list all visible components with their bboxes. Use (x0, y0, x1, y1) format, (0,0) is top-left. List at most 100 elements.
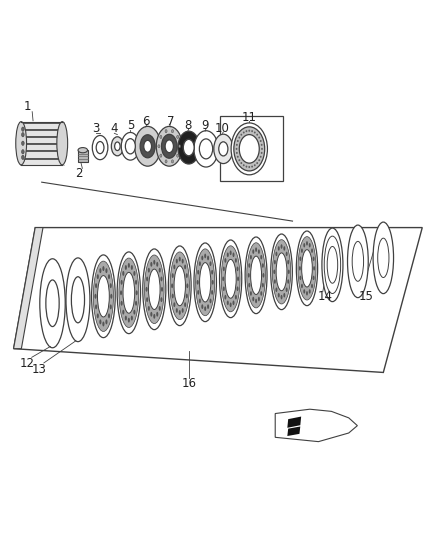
Ellipse shape (219, 142, 228, 156)
Ellipse shape (274, 279, 276, 284)
Polygon shape (287, 417, 301, 428)
Ellipse shape (95, 304, 97, 309)
Ellipse shape (146, 277, 148, 281)
Ellipse shape (160, 135, 162, 139)
Ellipse shape (108, 313, 110, 318)
Ellipse shape (227, 253, 229, 257)
Ellipse shape (287, 279, 289, 284)
Ellipse shape (194, 243, 216, 321)
Ellipse shape (197, 270, 199, 274)
Ellipse shape (297, 231, 318, 305)
Ellipse shape (145, 287, 148, 292)
Ellipse shape (21, 155, 24, 159)
Ellipse shape (288, 270, 290, 274)
Ellipse shape (214, 134, 233, 164)
Ellipse shape (186, 273, 188, 278)
Ellipse shape (95, 283, 97, 288)
Ellipse shape (96, 142, 104, 154)
Ellipse shape (237, 286, 239, 291)
Ellipse shape (98, 276, 110, 317)
Ellipse shape (246, 130, 247, 132)
Ellipse shape (168, 246, 191, 326)
Ellipse shape (306, 291, 308, 296)
Ellipse shape (231, 123, 268, 175)
Ellipse shape (313, 256, 314, 261)
Ellipse shape (243, 164, 245, 166)
Ellipse shape (256, 134, 258, 136)
Ellipse shape (145, 255, 164, 324)
Ellipse shape (283, 246, 285, 251)
Ellipse shape (283, 293, 285, 297)
Text: 10: 10 (215, 122, 230, 135)
Ellipse shape (201, 256, 203, 260)
Ellipse shape (160, 277, 162, 281)
Ellipse shape (247, 243, 265, 308)
Ellipse shape (144, 140, 152, 152)
Ellipse shape (174, 266, 185, 306)
Ellipse shape (148, 306, 150, 311)
Ellipse shape (245, 237, 267, 313)
Ellipse shape (302, 249, 312, 287)
Ellipse shape (236, 152, 238, 154)
Ellipse shape (236, 148, 237, 150)
Ellipse shape (117, 252, 141, 334)
Ellipse shape (254, 132, 256, 134)
Ellipse shape (262, 283, 264, 287)
Ellipse shape (66, 258, 90, 342)
Ellipse shape (219, 240, 242, 318)
Ellipse shape (352, 241, 364, 281)
Ellipse shape (21, 150, 24, 154)
Ellipse shape (172, 273, 174, 278)
Ellipse shape (176, 308, 178, 313)
Text: 8: 8 (184, 119, 191, 133)
Ellipse shape (57, 122, 67, 165)
Ellipse shape (237, 266, 239, 271)
Ellipse shape (276, 253, 287, 290)
Ellipse shape (278, 293, 280, 297)
Ellipse shape (223, 266, 225, 271)
Text: 14: 14 (318, 290, 332, 303)
Bar (78, 150, 88, 162)
Ellipse shape (260, 140, 261, 142)
Ellipse shape (301, 284, 303, 288)
Ellipse shape (173, 264, 175, 269)
Ellipse shape (201, 304, 203, 309)
Ellipse shape (171, 130, 173, 133)
Ellipse shape (255, 247, 257, 252)
Ellipse shape (309, 289, 311, 294)
Ellipse shape (46, 280, 59, 327)
Ellipse shape (40, 259, 65, 348)
Ellipse shape (260, 156, 261, 158)
Ellipse shape (281, 295, 283, 300)
Text: 7: 7 (167, 115, 174, 128)
Ellipse shape (128, 318, 130, 322)
Ellipse shape (248, 263, 250, 268)
Ellipse shape (122, 310, 124, 314)
Bar (21, 151, 62, 158)
Ellipse shape (171, 160, 173, 163)
Ellipse shape (211, 290, 213, 295)
Ellipse shape (373, 222, 394, 294)
Ellipse shape (134, 126, 161, 166)
Text: 6: 6 (142, 115, 149, 128)
Ellipse shape (135, 301, 137, 306)
Ellipse shape (301, 248, 303, 253)
Ellipse shape (207, 304, 209, 309)
Ellipse shape (159, 268, 161, 272)
Ellipse shape (121, 132, 139, 160)
Ellipse shape (209, 298, 212, 303)
Ellipse shape (165, 160, 167, 163)
Ellipse shape (156, 312, 158, 317)
Ellipse shape (123, 272, 135, 313)
Ellipse shape (16, 122, 27, 165)
Ellipse shape (21, 133, 24, 137)
Ellipse shape (111, 137, 124, 156)
Ellipse shape (240, 134, 242, 136)
Ellipse shape (236, 144, 238, 146)
Ellipse shape (204, 254, 206, 259)
Ellipse shape (276, 252, 277, 256)
Ellipse shape (186, 294, 188, 298)
Ellipse shape (199, 298, 201, 303)
Ellipse shape (222, 277, 224, 281)
Polygon shape (287, 426, 300, 436)
